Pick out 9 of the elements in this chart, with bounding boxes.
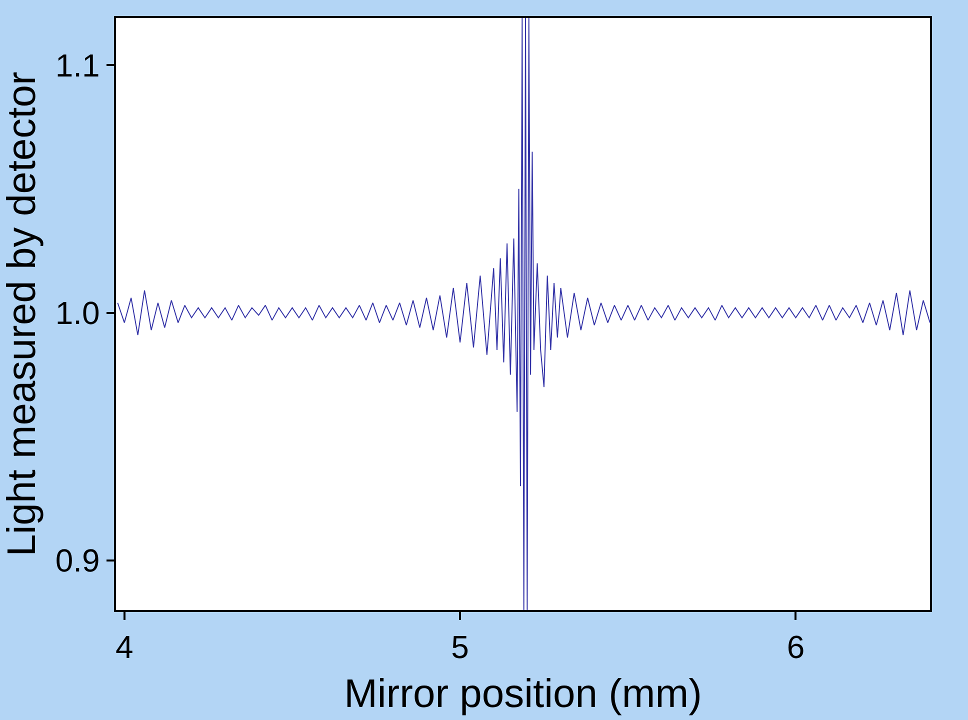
y-tick-label: 0.9 [55, 542, 100, 579]
x-tick-label: 5 [451, 629, 469, 666]
y-axis-title: Light measured by detector [0, 72, 44, 556]
x-axis-title: Mirror position (mm) [344, 672, 702, 716]
y-tick-label: 1.1 [55, 47, 100, 84]
x-tick-label: 4 [115, 629, 134, 666]
line-series [117, 18, 930, 610]
x-tick-label: 6 [786, 629, 805, 666]
y-tick-label: 1.0 [55, 294, 100, 331]
